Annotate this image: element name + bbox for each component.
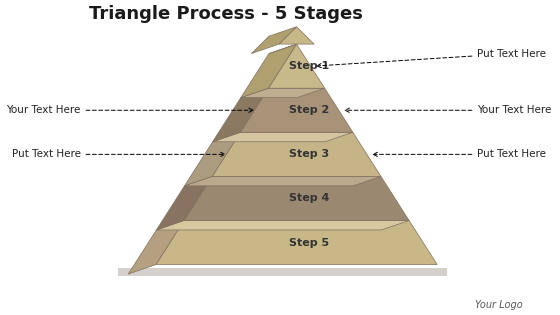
Text: Your Text Here: Your Text Here bbox=[345, 105, 552, 115]
Polygon shape bbox=[240, 88, 353, 132]
Text: Step 4: Step 4 bbox=[289, 193, 329, 203]
Polygon shape bbox=[118, 268, 447, 276]
Polygon shape bbox=[213, 132, 353, 142]
Polygon shape bbox=[251, 27, 297, 54]
Polygon shape bbox=[156, 220, 437, 265]
Polygon shape bbox=[269, 44, 297, 54]
Text: Step 5: Step 5 bbox=[289, 238, 329, 248]
Text: Your Logo: Your Logo bbox=[475, 300, 522, 310]
Text: Put Text Here: Put Text Here bbox=[374, 149, 547, 159]
Polygon shape bbox=[185, 176, 381, 186]
Polygon shape bbox=[212, 132, 381, 176]
Polygon shape bbox=[279, 27, 314, 44]
Polygon shape bbox=[241, 88, 325, 98]
Polygon shape bbox=[184, 176, 409, 220]
Polygon shape bbox=[128, 220, 184, 274]
Polygon shape bbox=[213, 88, 268, 142]
Text: Step 2: Step 2 bbox=[289, 105, 329, 115]
Text: Your Text Here: Your Text Here bbox=[6, 105, 253, 115]
Text: Put Text Here: Put Text Here bbox=[317, 49, 547, 68]
Text: Step 1: Step 1 bbox=[289, 61, 329, 71]
Text: Put Text Here: Put Text Here bbox=[12, 149, 225, 159]
Text: Triangle Process - 5 Stages: Triangle Process - 5 Stages bbox=[89, 5, 363, 23]
Polygon shape bbox=[268, 44, 325, 88]
Polygon shape bbox=[185, 132, 240, 186]
Text: Step 3: Step 3 bbox=[289, 149, 329, 159]
Polygon shape bbox=[156, 176, 212, 230]
Polygon shape bbox=[156, 220, 409, 230]
Polygon shape bbox=[241, 44, 297, 98]
